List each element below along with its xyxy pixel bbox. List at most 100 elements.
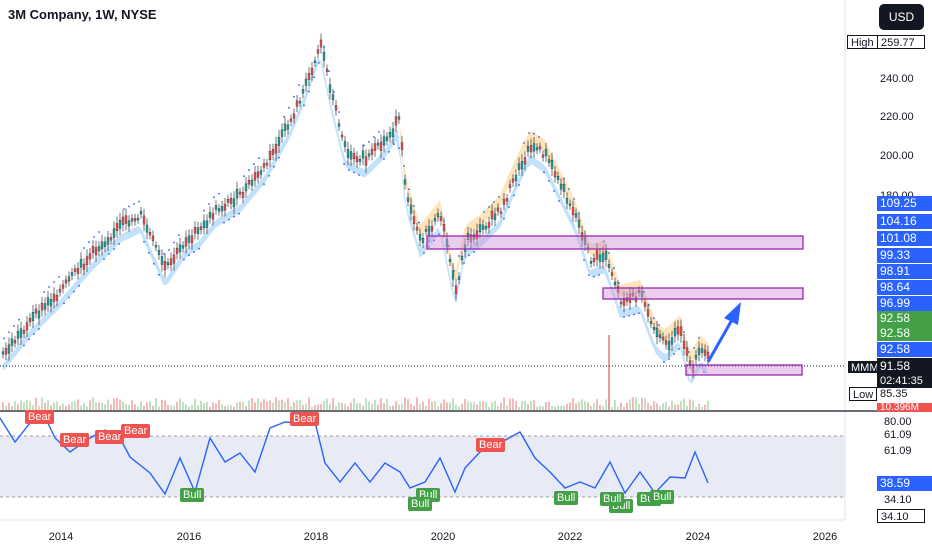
resistance-zone-lower bbox=[602, 287, 804, 300]
volume-bar bbox=[86, 406, 88, 410]
volume-bar bbox=[140, 401, 142, 410]
trail-dot bbox=[58, 276, 60, 278]
candle-body bbox=[220, 206, 224, 212]
candle-body bbox=[88, 253, 92, 260]
volume-bar bbox=[413, 405, 415, 410]
candle-body bbox=[529, 144, 533, 153]
candle-body bbox=[166, 262, 170, 266]
trail-dot bbox=[218, 192, 220, 195]
bar-countdown: 02:41:35 bbox=[877, 374, 932, 388]
volume-bar bbox=[194, 399, 196, 410]
trail-dot bbox=[313, 76, 315, 79]
volume-bar bbox=[449, 402, 451, 410]
candle-body bbox=[478, 224, 482, 233]
candle-body bbox=[217, 208, 221, 212]
currency-button[interactable]: USD bbox=[879, 4, 924, 30]
volume-bar bbox=[95, 402, 97, 410]
candle-body bbox=[274, 144, 278, 154]
level-badge: 98.91 bbox=[877, 264, 932, 279]
candle-body bbox=[571, 207, 575, 216]
volume-bar bbox=[437, 406, 439, 410]
candle-body bbox=[652, 327, 656, 330]
candle-body bbox=[397, 116, 401, 120]
volume-bar bbox=[329, 403, 331, 410]
trail-dot bbox=[403, 165, 405, 167]
candle-body bbox=[55, 295, 59, 301]
candle-body bbox=[181, 245, 185, 249]
volume-bar bbox=[230, 405, 232, 410]
volume-bar bbox=[572, 398, 574, 410]
candle-body bbox=[610, 272, 614, 276]
volume-bar bbox=[116, 397, 118, 410]
volume-bar bbox=[83, 402, 85, 410]
volume-bar bbox=[41, 397, 43, 410]
volume-bar bbox=[524, 400, 526, 410]
bull-signal-label: Bull bbox=[180, 488, 205, 502]
level-badge: 96.99 bbox=[877, 296, 932, 311]
volume-bar bbox=[101, 402, 103, 410]
bear-signal-label: Bear bbox=[290, 412, 320, 426]
candle-body bbox=[112, 228, 116, 238]
candle-body bbox=[322, 52, 326, 61]
candle-body bbox=[133, 218, 137, 222]
volume-bar bbox=[698, 404, 700, 410]
volume-bar bbox=[533, 400, 535, 410]
candle-body bbox=[415, 226, 419, 231]
volume-bar bbox=[458, 406, 460, 410]
candle-body bbox=[7, 344, 11, 354]
trail-dot bbox=[573, 198, 575, 200]
trail-dot bbox=[363, 144, 365, 147]
volume-bar bbox=[611, 406, 613, 410]
candle-body bbox=[232, 198, 236, 208]
trail-dot bbox=[643, 290, 645, 293]
volume-bar bbox=[53, 402, 55, 410]
candle-body bbox=[265, 162, 269, 166]
candle-body bbox=[511, 178, 515, 183]
volume-bar bbox=[335, 406, 337, 410]
trail-dot bbox=[518, 184, 520, 186]
volume-bar bbox=[269, 400, 271, 410]
volume-bar bbox=[149, 401, 151, 410]
candle-body bbox=[40, 303, 44, 311]
volume-bar bbox=[65, 406, 67, 410]
volume-bar bbox=[254, 402, 256, 410]
candle-body bbox=[376, 142, 380, 146]
candle-body bbox=[343, 141, 347, 147]
candle-body bbox=[484, 226, 488, 230]
volume-bar bbox=[506, 405, 508, 410]
trail-dot bbox=[123, 208, 125, 210]
volume-bar bbox=[338, 402, 340, 410]
candle-body bbox=[439, 216, 443, 221]
support-zone bbox=[685, 364, 803, 376]
volume-bar bbox=[260, 402, 262, 410]
candle-body bbox=[103, 241, 107, 247]
volume-bar bbox=[14, 401, 16, 410]
candle-body bbox=[553, 171, 557, 178]
symbol-title: 3M Company, 1W, NYSE bbox=[8, 7, 157, 22]
price-tick: 220.00 bbox=[880, 111, 914, 123]
candle-body bbox=[118, 219, 122, 229]
candle-body bbox=[661, 336, 665, 341]
level-badge: 99.33 bbox=[877, 248, 932, 263]
volume-bar bbox=[680, 400, 682, 410]
candle-body bbox=[523, 157, 527, 165]
volume-bar bbox=[500, 402, 502, 410]
volume-bar bbox=[494, 400, 496, 410]
candle-body bbox=[130, 218, 134, 222]
trail-dot bbox=[428, 245, 430, 248]
candle-body bbox=[448, 258, 452, 263]
volume-bar bbox=[365, 398, 367, 410]
trail-dot bbox=[613, 267, 615, 269]
volume-bar bbox=[575, 403, 577, 410]
volume-bar bbox=[23, 402, 25, 410]
volume-bar bbox=[119, 399, 121, 410]
candle-body bbox=[349, 151, 353, 160]
trail-dot bbox=[593, 275, 595, 278]
candle-body bbox=[577, 219, 581, 228]
bull-signal-label: Bull bbox=[650, 490, 675, 504]
candle-body bbox=[334, 105, 338, 111]
volume-bar bbox=[383, 403, 385, 410]
trail-dot bbox=[88, 241, 90, 244]
